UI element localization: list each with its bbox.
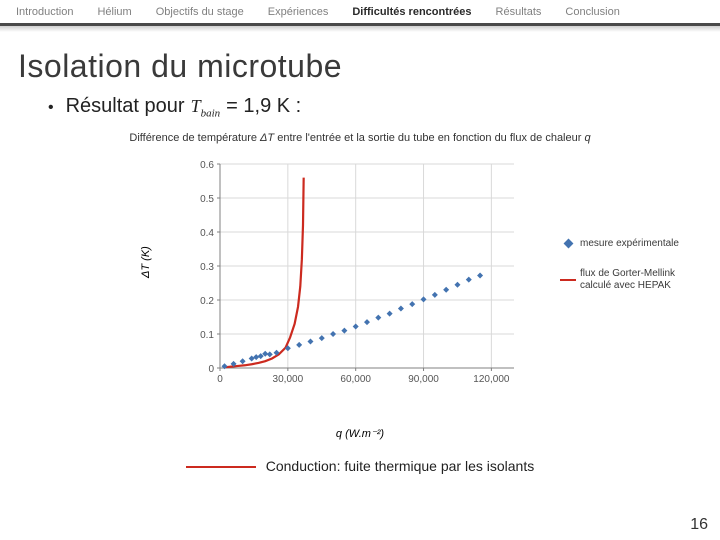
- svg-text:0.4: 0.4: [200, 228, 214, 239]
- svg-text:0.2: 0.2: [200, 296, 214, 307]
- svg-text:0: 0: [208, 364, 214, 375]
- chart-caption: Différence de température ΔT entre l'ent…: [30, 132, 690, 144]
- line-icon: [560, 279, 576, 281]
- cap-pre: Différence de température: [129, 132, 260, 144]
- legend-gm-label: flux de Gorter-Mellink calculé avec HEPA…: [580, 268, 690, 292]
- y-axis-label: ΔT (K): [140, 246, 152, 278]
- x-axis-label: q (W.m⁻²): [30, 427, 690, 440]
- legend-exp-label: mesure expérimentale: [580, 238, 679, 250]
- nav-item[interactable]: Introduction: [4, 6, 85, 18]
- svg-text:120,000: 120,000: [473, 374, 510, 385]
- svg-text:30,000: 30,000: [273, 374, 304, 385]
- formula-sub: bain: [201, 108, 221, 120]
- formula-var: T: [191, 96, 201, 116]
- x-axis-label-text: q (W.m⁻²): [336, 428, 384, 440]
- nav-item[interactable]: Conclusion: [553, 6, 631, 18]
- chart-plot: 0 0.1 0.2 0.3 0.4 0.5 0.6 0 30,000 60,000 90,000 12…: [180, 158, 520, 398]
- page-number: 16: [690, 516, 708, 534]
- legend-item-exp: mesure expérimentale: [560, 238, 690, 250]
- nav-item[interactable]: Difficultés rencontrées: [340, 6, 483, 18]
- nav-shadow: [0, 26, 720, 32]
- legend: mesure expérimentale flux de Gorter-Mell…: [560, 238, 690, 310]
- cap-q: q: [584, 132, 590, 144]
- svg-text:90,000: 90,000: [408, 374, 439, 385]
- legend-item-gm: flux de Gorter-Mellink calculé avec HEPA…: [560, 268, 690, 292]
- navbar: IntroductionHéliumObjectifs du stageExpé…: [0, 0, 720, 26]
- diamond-icon: [560, 240, 576, 247]
- nav-item[interactable]: Objectifs du stage: [144, 6, 256, 18]
- svg-text:0: 0: [217, 374, 223, 385]
- red-line-icon: [186, 466, 256, 468]
- bullet-eq: = 1,9 K :: [226, 95, 301, 118]
- chart: ΔT (K) 0 0.1 0.2 0.3 0.4 0.5 0.6 0 30,000 60,000 9…: [30, 148, 690, 438]
- nav-item[interactable]: Expériences: [256, 6, 341, 18]
- bullet-prefix: Résultat pour: [66, 95, 185, 118]
- svg-text:60,000: 60,000: [340, 374, 371, 385]
- bullet-formula: Tbain: [191, 96, 221, 120]
- caption-bottom-text: Conduction: fuite thermique par les isol…: [266, 458, 534, 474]
- page-title: Isolation du microtube: [18, 48, 720, 85]
- bullet-result: • Résultat pour Tbain = 1,9 K :: [48, 95, 720, 120]
- cap-mid: entre l'entrée et la sortie du tube en f…: [274, 132, 584, 144]
- cap-dt: ΔT: [260, 132, 274, 144]
- nav-item[interactable]: Hélium: [85, 6, 143, 18]
- nav-item[interactable]: Résultats: [484, 6, 554, 18]
- caption-bottom: Conduction: fuite thermique par les isol…: [0, 458, 720, 474]
- svg-text:0.3: 0.3: [200, 262, 214, 273]
- svg-text:0.5: 0.5: [200, 194, 214, 205]
- svg-text:0.6: 0.6: [200, 160, 214, 171]
- svg-text:0.1: 0.1: [200, 330, 214, 341]
- bullet-dot: •: [48, 99, 54, 117]
